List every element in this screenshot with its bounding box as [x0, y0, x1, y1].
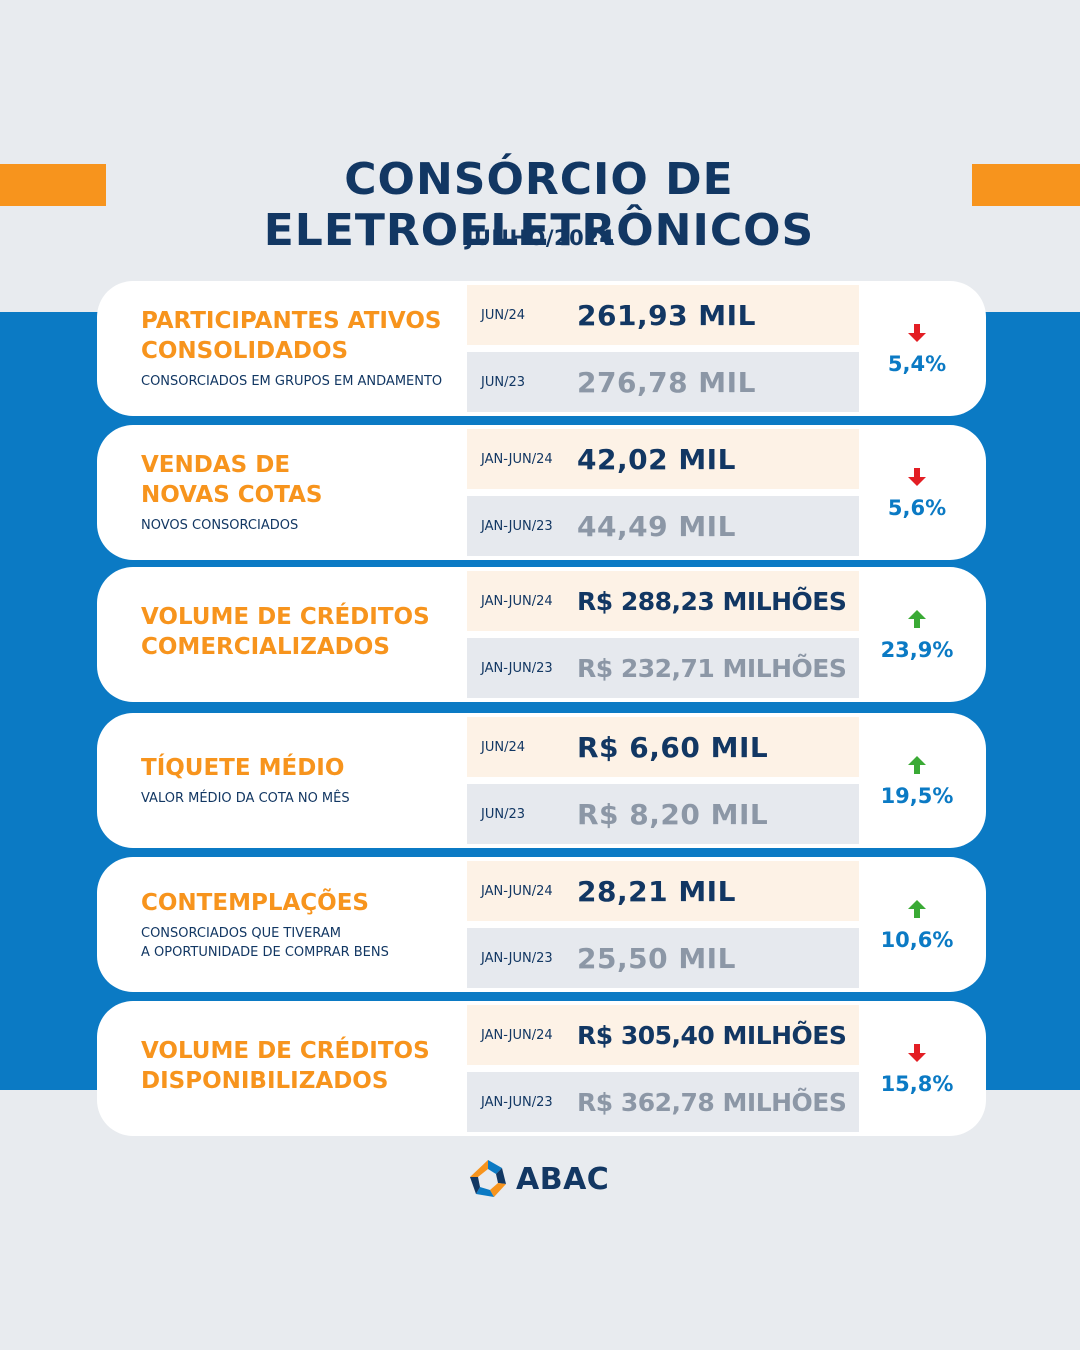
previous-value: 44,49 MIL [577, 509, 736, 543]
page-subtitle: JUNHO/2024 [465, 226, 615, 250]
change-indicator: 5,6% [867, 425, 967, 560]
previous-period-label: JUN/23 [481, 806, 525, 822]
arrow-up-icon [908, 609, 926, 628]
stat-card: VOLUME DE CRÉDITOS COMERCIALIZADOS JAN-JU… [97, 567, 986, 702]
stat-card-subtitle: CONSORCIADOS EM GRUPOS EM ANDAMENTO [141, 374, 443, 389]
current-value: 261,93 MIL [577, 298, 756, 332]
stat-card: PARTICIPANTES ATIVOS CONSOLIDADOS CONSORC… [97, 281, 986, 416]
current-period-label: JUN/24 [481, 307, 525, 323]
previous-period-label: JAN-JUN/23 [481, 950, 553, 966]
previous-period-label: JAN-JUN/23 [481, 660, 553, 676]
previous-period-row: JAN-JUN/23 25,50 MIL [467, 928, 859, 988]
change-percentage: 10,6% [880, 927, 954, 952]
previous-period-label: JAN-JUN/23 [481, 518, 553, 534]
current-period-label: JAN-JUN/24 [481, 451, 553, 467]
current-period-label: JAN-JUN/24 [481, 883, 553, 899]
title-accent-bar-right [972, 164, 1080, 206]
stat-card: VENDAS DE NOVAS COTAS NOVOS CONSORCIADOS J… [97, 425, 986, 560]
footer-logo: ABAC [466, 1157, 609, 1201]
current-value: R$ 288,23 MILHÕES [577, 586, 847, 616]
arrow-up-icon [908, 899, 926, 918]
previous-period-label: JAN-JUN/23 [481, 1094, 553, 1110]
change-percentage: 15,8% [880, 1071, 954, 1096]
stat-card-label-area: TÍQUETE MÉDIO VALOR MÉDIO DA COTA NO MÊS [141, 713, 461, 848]
stat-card-title: VOLUME DE CRÉDITOS DISPONIBILIZADOS [141, 1037, 430, 1094]
change-indicator: 23,9% [867, 567, 967, 702]
stat-card-subtitle: NOVOS CONSORCIADOS [141, 518, 299, 533]
previous-value: 25,50 MIL [577, 941, 736, 975]
stat-card-subtitle: VALOR MÉDIO DA COTA NO MÊS [141, 791, 350, 806]
change-percentage: 23,9% [880, 637, 954, 662]
current-period-row: JAN-JUN/24 R$ 288,23 MILHÕES [467, 571, 859, 631]
previous-period-row: JAN-JUN/23 R$ 232,71 MILHÕES [467, 638, 859, 698]
arrow-down-icon [908, 323, 926, 342]
current-period-row: JAN-JUN/24 R$ 305,40 MILHÕES [467, 1005, 859, 1065]
abac-logo-icon [470, 1160, 506, 1197]
stat-card-subtitle: CONSORCIADOS QUE TIVERAM A OPORTUNIDADE … [141, 925, 389, 960]
current-period-label: JAN-JUN/24 [481, 593, 553, 609]
previous-period-label: JUN/23 [481, 374, 525, 390]
change-indicator: 19,5% [867, 713, 967, 848]
current-period-label: JAN-JUN/24 [481, 1027, 553, 1043]
stat-card: CONTEMPLAÇÕES CONSORCIADOS QUE TIVERAM A … [97, 857, 986, 992]
previous-value: R$ 232,71 MILHÕES [577, 653, 847, 683]
current-value: R$ 305,40 MILHÕES [577, 1020, 847, 1050]
current-value: R$ 6,60 MIL [577, 730, 769, 764]
stat-card-label-area: CONTEMPLAÇÕES CONSORCIADOS QUE TIVERAM A … [141, 857, 461, 992]
arrow-down-icon [908, 467, 926, 486]
stat-card-label-area: VOLUME DE CRÉDITOS COMERCIALIZADOS [141, 567, 461, 702]
page-title: CONSÓRCIO DE ELETROELETRÔNICOS [263, 154, 815, 256]
change-indicator: 10,6% [867, 857, 967, 992]
stat-card-title: VENDAS DE NOVAS COTAS [141, 452, 323, 508]
stat-card-title: PARTICIPANTES ATIVOS CONSOLIDADOS [141, 308, 442, 364]
change-indicator: 15,8% [867, 1001, 967, 1136]
previous-period-row: JUN/23 276,78 MIL [467, 352, 859, 412]
previous-value: R$ 8,20 MIL [577, 797, 769, 831]
stat-card-title: TÍQUETE MÉDIO [141, 755, 345, 781]
stat-card-label-area: VOLUME DE CRÉDITOS DISPONIBILIZADOS [141, 1001, 461, 1136]
title-accent-bar-left [0, 164, 106, 206]
arrow-up-icon [908, 755, 926, 774]
stat-card-label-area: PARTICIPANTES ATIVOS CONSOLIDADOS CONSORC… [141, 281, 461, 416]
stat-card: TÍQUETE MÉDIO VALOR MÉDIO DA COTA NO MÊS J… [97, 713, 986, 848]
stat-card: VOLUME DE CRÉDITOS DISPONIBILIZADOS JAN-J… [97, 1001, 986, 1136]
current-period-row: JAN-JUN/24 28,21 MIL [467, 861, 859, 921]
previous-value: 276,78 MIL [577, 365, 756, 399]
current-value: 42,02 MIL [577, 442, 736, 476]
previous-period-row: JAN-JUN/23 44,49 MIL [467, 496, 859, 556]
change-percentage: 5,6% [887, 495, 947, 520]
stat-card-title: VOLUME DE CRÉDITOS COMERCIALIZADOS [141, 603, 430, 660]
previous-period-row: JAN-JUN/23 R$ 362,78 MILHÕES [467, 1072, 859, 1132]
current-period-label: JUN/24 [481, 739, 525, 755]
current-value: 28,21 MIL [577, 874, 736, 908]
stat-card-title: CONTEMPLAÇÕES [141, 889, 369, 916]
arrow-down-icon [908, 1043, 926, 1062]
previous-period-row: JUN/23 R$ 8,20 MIL [467, 784, 859, 844]
change-percentage: 5,4% [887, 351, 947, 376]
change-percentage: 19,5% [880, 783, 954, 808]
current-period-row: JUN/24 261,93 MIL [467, 285, 859, 345]
previous-value: R$ 362,78 MILHÕES [577, 1087, 847, 1117]
current-period-row: JUN/24 R$ 6,60 MIL [467, 717, 859, 777]
change-indicator: 5,4% [867, 281, 967, 416]
abac-logo-text: ABAC [516, 1161, 610, 1197]
current-period-row: JAN-JUN/24 42,02 MIL [467, 429, 859, 489]
stat-card-label-area: VENDAS DE NOVAS COTAS NOVOS CONSORCIADOS [141, 425, 461, 560]
